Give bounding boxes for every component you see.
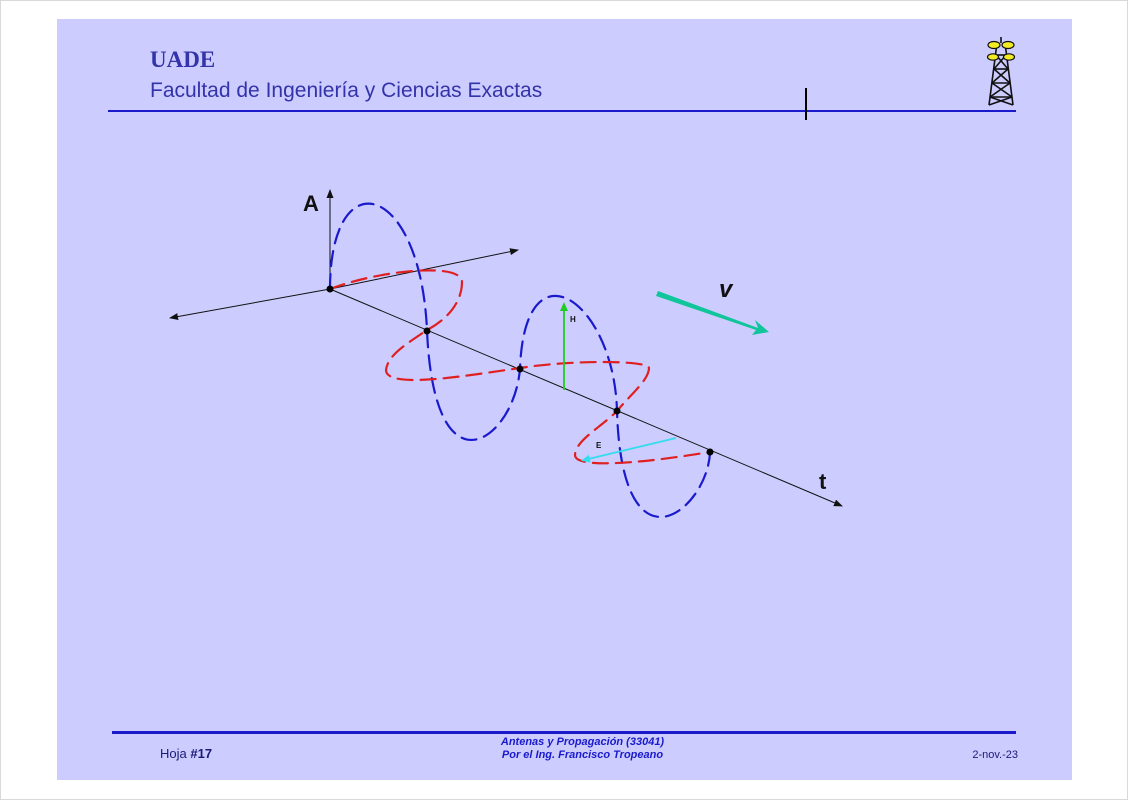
node-point <box>516 365 524 373</box>
sheet-prefix: Hoja <box>160 746 191 761</box>
amplitude-wave <box>328 202 712 519</box>
antenna-tower-icon <box>986 37 1016 106</box>
electric-vector <box>581 437 677 463</box>
slide-date: 2-nov.-23 <box>972 749 1018 761</box>
course-info: Antenas y Propagación (33041) Por el Ing… <box>460 736 705 762</box>
electric-field-label: E <box>596 441 602 450</box>
sheet-number-value: #17 <box>190 746 213 761</box>
node-point <box>423 327 431 335</box>
amplitude-axis-label: A <box>303 191 319 216</box>
time-axis-label: t <box>819 469 827 494</box>
course-author: Por el Ing. Francisco Tropeano <box>501 749 664 761</box>
time-axis <box>329 288 843 507</box>
header-tick-mark <box>805 88 807 120</box>
slide-background <box>57 19 1072 780</box>
university-name: UADE <box>150 47 216 72</box>
transverse-axis-left <box>169 288 331 321</box>
velocity-label: v <box>719 276 734 303</box>
node-point <box>326 285 334 293</box>
footer-divider <box>112 731 1016 734</box>
sheet-number: Hoja #17 <box>160 746 212 761</box>
faculty-name: Facultad de Ingeniería y Ciencias Exacta… <box>150 79 543 102</box>
header-divider <box>108 110 1016 112</box>
node-point <box>706 448 714 456</box>
magnetic-field-label: H <box>570 315 576 324</box>
node-point <box>613 407 621 415</box>
course-title: Antenas y Propagación (33041) <box>500 736 665 748</box>
velocity-arrow <box>656 291 769 335</box>
